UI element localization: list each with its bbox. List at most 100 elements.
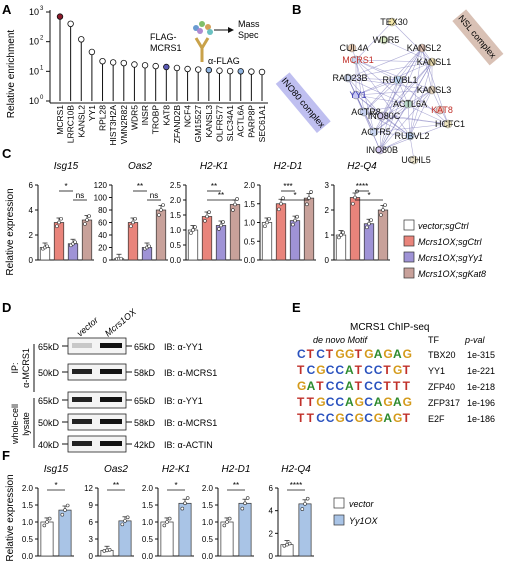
replicate-point [245, 496, 250, 500]
network-node [387, 17, 397, 27]
blot-strip: 40kD 42kD IB: α-ACTIN [38, 435, 213, 453]
legend-swatch [403, 251, 415, 263]
band-lane-2 [100, 343, 122, 348]
antibody-icon [194, 37, 210, 62]
band-lane-1 [72, 369, 92, 374]
bar-ytick-label: 0.0 [142, 552, 154, 561]
network-edge [347, 77, 433, 91]
motif-tf: YY1 [428, 366, 445, 376]
panel-f-bar-charts: Relative expression Isg15 0.0 0.5 1.0 1.5 2.0… [5, 464, 379, 562]
motif-logo-letter: T [403, 363, 411, 377]
network-edge [421, 47, 433, 91]
replicate-point [353, 195, 357, 200]
network-node-label: YY1 [349, 90, 366, 100]
significance-label: **** [290, 481, 302, 490]
panel-a-x-label: SEC61A1 [257, 105, 267, 143]
marker-left: 40kD [38, 440, 60, 450]
motif-logo-letter: C [307, 363, 316, 377]
enrichment-point [248, 68, 255, 75]
network-edge [381, 61, 433, 117]
legend-swatch [403, 219, 415, 231]
replicate-point [287, 541, 292, 546]
network-node [427, 85, 437, 95]
significance-label: * [64, 182, 67, 191]
replicate-point [147, 244, 151, 249]
replicate-point [183, 501, 187, 506]
bar-ytick-label: 1.5 [142, 501, 154, 510]
schematic-bait-label: FLAG-MCRS1 [150, 32, 182, 53]
gene-title: Oas2 [104, 464, 128, 475]
significance-label: *** [283, 182, 292, 191]
expression-bar [160, 521, 174, 557]
motif-row: T C G C C A T C C T G T YY1 1e-221 [297, 363, 495, 377]
motif-tf: ZFP317 [428, 398, 460, 408]
gene-title: H2-D1 [274, 161, 303, 172]
network-edge [407, 89, 433, 105]
significance-label: ** [137, 182, 143, 191]
motif-logo-letter: C [326, 395, 335, 409]
network-edge [381, 103, 409, 117]
replicate-point [217, 227, 221, 231]
network-node-label: HCFC1 [435, 119, 465, 129]
replicate-point [222, 523, 227, 528]
network-edge [347, 77, 383, 117]
enrichment-point [226, 67, 234, 75]
significance-label: ns [76, 191, 84, 200]
legend-label: Mcrs1OX;sgYy1 [418, 253, 483, 263]
bar-chart-oas2: Oas2 0 20 40 60 80 100 120 ** ns [94, 161, 168, 265]
network-edge [379, 79, 399, 151]
band-lane-2 [100, 397, 122, 402]
network-node [443, 119, 453, 129]
bar-ytick-label: 2.0 [170, 196, 182, 205]
motif-pval: 1e-218 [467, 382, 495, 392]
panel-a-ytick-exponent: 0 [40, 95, 44, 101]
bar-ytick-label: 1.5 [170, 211, 182, 220]
ib-label: IB: α-ACTIN [164, 440, 213, 450]
significance-label: ** [113, 481, 119, 490]
bar-ytick-label: 6 [89, 518, 94, 527]
replicate-point [65, 503, 70, 508]
motif-logo-letter: G [316, 395, 325, 409]
bar-ytick-label: 2.5 [170, 181, 182, 190]
significance-label: * [293, 191, 296, 200]
motif-logo-letter: T [307, 395, 315, 409]
replicate-point [45, 244, 49, 249]
lysate-label-line1: whole-cell [10, 404, 20, 445]
header-pval: p-val [464, 335, 486, 345]
replicate-point [185, 496, 190, 500]
replicate-point [235, 197, 239, 201]
enrichment-point [109, 59, 117, 66]
motif-logo-letter: G [393, 363, 402, 377]
panel-d-western-blot: vector Mcrs1OX IP: α-MCRS1 whole-cell ly… [10, 306, 217, 453]
network-edge [355, 21, 393, 61]
significance-label: ** [233, 481, 239, 490]
motif-logo-letter: A [393, 347, 402, 361]
network-node-label: ACTL6A [393, 99, 427, 109]
bar-ytick-label: 0.0 [244, 256, 256, 265]
network-node [347, 43, 357, 53]
network-node-label: INO80C [368, 111, 401, 121]
network-node-label: RUBVL2 [394, 131, 429, 141]
replicate-point [295, 214, 299, 219]
replicate-point [205, 214, 209, 219]
motif-logo-letter: T [326, 347, 334, 361]
motif-logo-letter: T [355, 379, 363, 393]
marker-right: 42kD [134, 440, 156, 450]
expression-bar [81, 219, 93, 261]
replicate-point [85, 218, 89, 222]
motif-pval: 1e-186 [467, 414, 495, 424]
panel-label-e: E [292, 300, 301, 315]
network-edge [373, 123, 449, 133]
replicate-point [193, 225, 197, 229]
chipseq-title: MCRS1 ChIP-seq [350, 322, 429, 333]
enrichment-point [152, 62, 159, 70]
motif-logo-letter: A [345, 395, 354, 409]
bar-ytick-label: 0 [89, 552, 94, 561]
band-lane-1 [72, 441, 92, 446]
network-edge [373, 89, 433, 133]
enrichment-point [258, 68, 266, 76]
expression-bar [220, 521, 234, 557]
network-edge [383, 39, 433, 63]
bar-ytick-label: 3 [325, 181, 330, 190]
